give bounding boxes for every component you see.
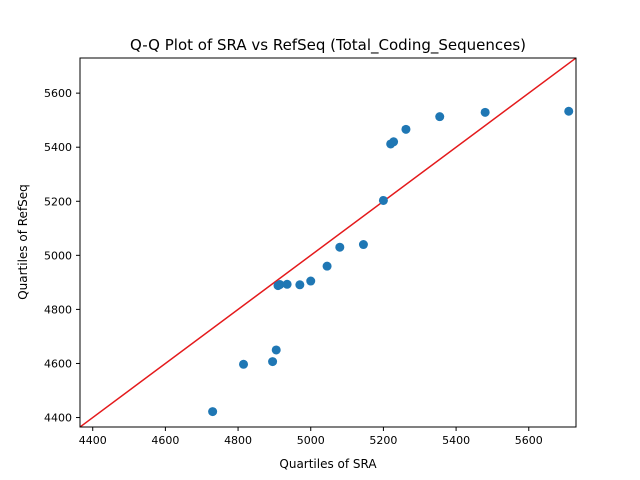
data-points <box>208 106 574 417</box>
data-point <box>271 345 281 355</box>
y-tick-label: 4600 <box>44 357 72 370</box>
data-point <box>282 279 292 289</box>
data-point <box>275 280 285 290</box>
data-point <box>295 280 305 290</box>
y-tick-label: 4800 <box>44 303 72 316</box>
y-axis-label: Quartiles of RefSeq <box>16 184 30 300</box>
axes: 4400 4600 4800 5000 5200 5400 5600 4400 4600 4800… <box>44 57 577 447</box>
plot-frame <box>79 57 577 428</box>
x-tick-label: 4600 <box>151 434 179 447</box>
x-tick-label: 5400 <box>442 434 470 447</box>
data-point <box>239 359 249 369</box>
plot-area <box>80 58 576 427</box>
data-point <box>268 357 278 367</box>
data-point <box>335 242 345 252</box>
x-tick-label: 5600 <box>515 434 543 447</box>
data-point <box>208 407 218 417</box>
y-tick-label: 5200 <box>44 195 72 208</box>
data-point <box>358 240 368 250</box>
data-point <box>389 137 399 147</box>
data-point <box>401 124 411 134</box>
data-point <box>322 261 332 271</box>
y-tick-label: 5000 <box>44 249 72 262</box>
x-tick-label: 5000 <box>297 434 325 447</box>
x-tick-label: 4400 <box>79 434 107 447</box>
y-tick-label: 5400 <box>44 141 72 154</box>
data-point <box>306 276 316 286</box>
x-tick-label: 4800 <box>224 434 252 447</box>
y-tick-label: 4400 <box>44 412 72 425</box>
data-point <box>480 107 490 117</box>
x-tick-label: 5200 <box>369 434 397 447</box>
reference-line <box>80 58 576 427</box>
y-tick-label: 5600 <box>44 87 72 100</box>
x-axis-label: Quartiles of SRA <box>279 457 377 471</box>
data-point <box>564 106 574 116</box>
data-point <box>435 112 445 122</box>
chart-title: Q-Q Plot of SRA vs RefSeq (Total_Coding_… <box>130 36 526 55</box>
data-point <box>378 195 388 205</box>
